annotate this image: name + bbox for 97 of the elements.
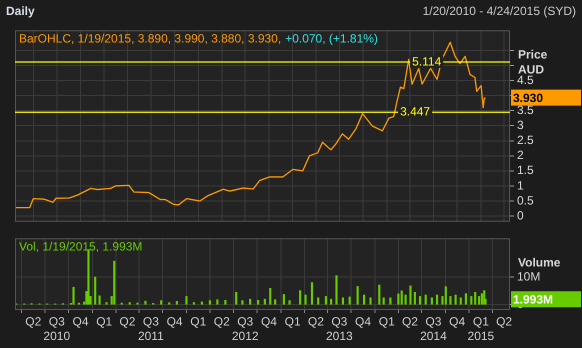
- bar: [105, 302, 108, 305]
- bar: [274, 299, 276, 305]
- x-tick-label: Q4: [72, 314, 89, 329]
- ref-line-label: 5.114: [412, 54, 442, 68]
- chart-subtitle: 1/20/2010 - 4/24/2015 (SYD): [422, 4, 576, 18]
- bar: [324, 296, 327, 305]
- x-tick-label: Q3 2011: [138, 314, 164, 343]
- bar: [369, 297, 372, 305]
- x-tick-label: Q3 2013: [326, 314, 353, 343]
- x-tick-label: Q3 2012: [232, 314, 259, 343]
- bar: [424, 294, 427, 305]
- text: 1.993M: [513, 292, 554, 306]
- text: 3.930: [513, 90, 544, 105]
- bar: [409, 286, 412, 305]
- bar: [478, 296, 480, 305]
- bar: [404, 294, 407, 305]
- x-tick-label: Q4: [166, 314, 183, 329]
- bar: [378, 284, 380, 305]
- bar: [464, 293, 467, 305]
- bar: [168, 302, 170, 305]
- bar: [98, 296, 101, 305]
- bar: [400, 290, 403, 305]
- bar: [430, 297, 433, 305]
- x-tick-label: Q1 2015: [468, 314, 495, 343]
- x-tick-label: Q1: [190, 314, 207, 329]
- x-tick-label: Q4: [355, 314, 372, 329]
- x-tick-label: Q2: [308, 314, 324, 329]
- x-tick-label: Q3 2010: [43, 314, 70, 343]
- bar: [241, 300, 244, 305]
- bar: [449, 296, 452, 305]
- bar: [224, 300, 226, 305]
- y-tick-label: 10M: [517, 269, 540, 284]
- x-tick-label: Q4: [260, 314, 278, 329]
- bar: [208, 300, 211, 305]
- bar: [269, 288, 272, 305]
- bar: [310, 282, 314, 305]
- bar: [418, 296, 422, 305]
- y-tick-label: 1: [517, 178, 524, 192]
- x-tick-label: Q3 2014: [420, 314, 448, 343]
- bar: [389, 297, 392, 305]
- y-tick-label: 3: [517, 118, 524, 132]
- bar: [470, 296, 472, 305]
- bar: [444, 286, 447, 305]
- bar: [216, 299, 218, 305]
- bar: [72, 286, 75, 305]
- bar: [382, 297, 385, 305]
- bar: [480, 293, 483, 305]
- bar: [288, 300, 291, 305]
- bar: [474, 292, 476, 305]
- y-tick-label: 2.5: [517, 133, 534, 148]
- bar: [176, 301, 178, 305]
- bar: [264, 298, 266, 305]
- ref-line-label: 3.447: [400, 104, 430, 119]
- x-tick-label: Q2: [25, 314, 42, 329]
- x-tick-label: Q2: [496, 314, 512, 329]
- bar: [282, 294, 285, 305]
- bar: [317, 297, 320, 305]
- bar: [94, 276, 96, 305]
- bar: [454, 294, 457, 305]
- x-tick-label: Q4: [449, 314, 466, 329]
- y-axis-title: Volume: [518, 256, 561, 270]
- x-tick-label: Q2: [402, 314, 418, 329]
- bar: [304, 294, 307, 305]
- y-tick-label: 3.5: [517, 102, 534, 117]
- bar: [192, 302, 195, 305]
- annotation: BarOHLC, 1/19/2015, 3.890, 3.990, 3.880, 3.930,: [19, 32, 282, 46]
- bar: [249, 298, 252, 305]
- bar: [185, 296, 188, 305]
- bar: [330, 298, 332, 305]
- bar: [436, 294, 438, 305]
- bar: [160, 300, 162, 305]
- bar: [257, 300, 260, 305]
- bar: [414, 292, 416, 305]
- bar: [299, 290, 302, 305]
- x-tick-label: Q1: [284, 314, 301, 329]
- x-tick-label: Q2: [119, 314, 136, 329]
- bar: [397, 294, 400, 305]
- bar: [342, 297, 344, 305]
- bar: [460, 297, 462, 305]
- x-tick-label: Q2: [214, 314, 230, 329]
- bar: [235, 292, 238, 305]
- bar: [335, 275, 338, 305]
- bar: [348, 296, 351, 305]
- bar: [363, 294, 366, 305]
- bar: [200, 302, 203, 305]
- bar: [128, 302, 131, 305]
- chart-title: Daily: [6, 4, 35, 18]
- bar: [113, 260, 116, 305]
- y-tick-label: 0: [517, 208, 524, 222]
- annotation: +0.070, (+1.81%): [285, 32, 378, 46]
- y-tick-label: 1.5: [517, 163, 534, 178]
- y-tick-label: 0.5: [517, 193, 534, 208]
- y-tick-label: 2: [517, 148, 524, 162]
- x-tick-label: Q1: [96, 314, 113, 329]
- annotation: Vol, 1/19/2015, 1.993M: [19, 240, 142, 254]
- bar: [356, 286, 359, 305]
- x-tick-label: Q1: [378, 314, 396, 329]
